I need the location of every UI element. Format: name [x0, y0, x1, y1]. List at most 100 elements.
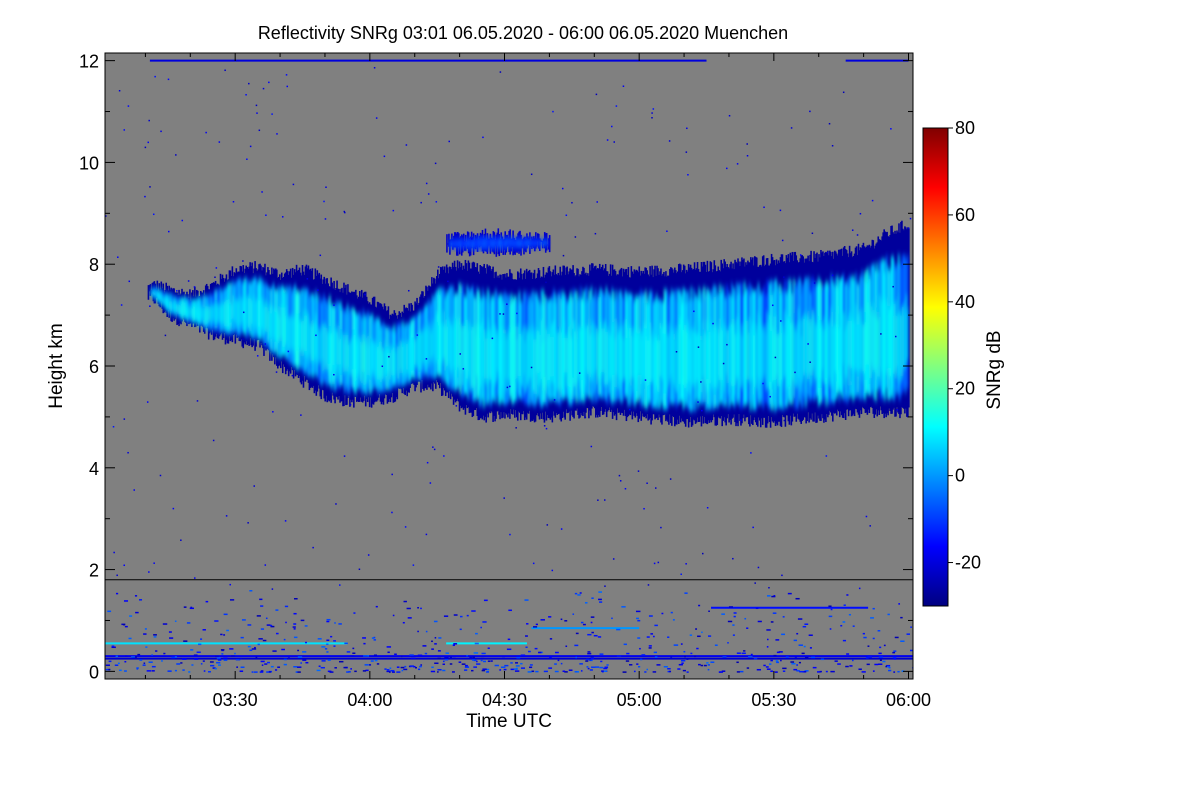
cloud-core [465, 335, 467, 373]
cloud-core [556, 332, 558, 391]
cloud-core [477, 321, 479, 375]
cloud-core [386, 346, 388, 377]
cloud-core [385, 349, 387, 379]
echo-speckle [733, 612, 737, 614]
cloud-core [230, 301, 232, 324]
cloud-core [233, 297, 235, 321]
noise-dot [606, 139, 609, 141]
cloud-core [264, 298, 267, 332]
echo-speckle [852, 659, 854, 662]
cloud-core [617, 333, 620, 390]
chart-title: Reflectivity SNRg 03:01 06.05.2020 - 06:… [258, 23, 788, 43]
echo-speckle [190, 649, 194, 651]
echo-speckle [616, 628, 621, 631]
echo-speckle [697, 635, 701, 638]
cloud-core [193, 306, 196, 319]
cloud-core [521, 241, 524, 247]
cloud-core [201, 308, 204, 319]
echo-speckle [796, 670, 800, 672]
cloud-core [655, 334, 658, 386]
cloud-core [597, 333, 600, 378]
cloud-core [439, 320, 442, 366]
echo-speckle [648, 645, 652, 647]
cloud-core [507, 332, 510, 381]
echo-speckle [629, 664, 633, 666]
noise-dot [388, 355, 390, 358]
cloud-core [489, 240, 491, 247]
echo-speckle [887, 665, 889, 668]
echo-speckle [804, 656, 809, 659]
noise-dot [754, 582, 756, 584]
cloud-core [479, 337, 481, 391]
colorbar-tick-label: 20 [955, 379, 975, 399]
echo-speckle [284, 605, 289, 608]
echo-speckle [297, 649, 300, 652]
cloud-core [713, 326, 715, 386]
noise-dot [712, 322, 714, 325]
noise-dot [612, 558, 615, 560]
echo-speckle [846, 594, 849, 596]
cloud-core [467, 328, 469, 383]
cloud-core [508, 241, 510, 248]
echo-speckle [182, 658, 187, 660]
cloud-core [459, 242, 462, 247]
noise-dot [420, 201, 422, 204]
echo-speckle [203, 670, 206, 672]
cloud-core [198, 306, 201, 320]
echo-speckle [515, 662, 519, 664]
colorbar-label: SNRg dB [984, 330, 1005, 409]
cloud-core [560, 327, 562, 385]
echo-speckle [258, 638, 263, 640]
cloud-core [402, 347, 404, 378]
cloud-core [785, 322, 787, 390]
cloud-core [562, 331, 564, 377]
noise-dot [164, 334, 167, 337]
echo-speckle [259, 598, 263, 601]
cloud-core [236, 299, 238, 327]
cloud-core [179, 305, 182, 317]
echo-speckle [652, 635, 655, 638]
echo-speckle [370, 660, 374, 662]
cloud-core [309, 324, 311, 355]
cloud-core [421, 331, 424, 364]
noise-dot [187, 280, 190, 282]
cloud-core [875, 307, 877, 370]
echo-speckle [591, 666, 596, 668]
echo-speckle [866, 663, 870, 666]
cloud-core [203, 306, 206, 321]
cloud-core [462, 324, 464, 386]
echo-speckle [453, 614, 458, 616]
cloud-core [484, 329, 486, 384]
cloud-core [164, 297, 166, 306]
noise-dot [657, 561, 660, 564]
cloud-core [511, 240, 513, 247]
cloud-core [429, 322, 432, 358]
echo-speckle [877, 630, 881, 632]
cloud-core [496, 241, 498, 247]
cloud-core [494, 325, 496, 386]
cloud-core [725, 334, 727, 396]
echo-speckle [637, 619, 641, 622]
echo-speckle [293, 598, 298, 600]
echo-speckle [425, 630, 428, 633]
cloud-core [516, 241, 518, 247]
echo-speckle [508, 609, 512, 612]
cloud-core [538, 331, 541, 386]
echo-speckle [776, 651, 780, 654]
cloud-core [590, 319, 593, 373]
cloud-core [515, 240, 517, 248]
cloud-core [321, 324, 323, 372]
echo-speckle [690, 652, 693, 655]
echo-speckle [481, 652, 486, 655]
echo-speckle [169, 637, 174, 639]
cloud-core [348, 342, 351, 375]
x-tick-label: 04:30 [482, 690, 527, 710]
cloud-core [546, 241, 549, 246]
cloud-core [238, 301, 240, 325]
cloud-core [885, 297, 887, 376]
cloud-core [821, 322, 824, 370]
cloud-core [546, 326, 548, 386]
cloud-core [466, 241, 469, 247]
cloud-core [829, 318, 832, 388]
cloud-core [738, 326, 741, 388]
